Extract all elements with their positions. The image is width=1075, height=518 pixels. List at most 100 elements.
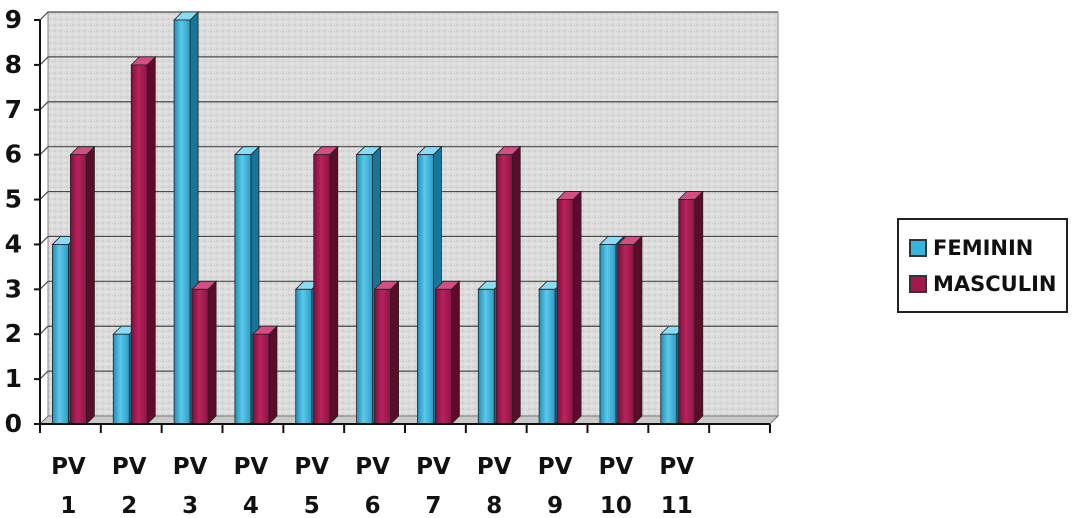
x-tick-label: PV [416, 454, 451, 480]
y-tick-label: 0 [5, 409, 22, 438]
gridline [39, 11, 778, 21]
bar-front [191, 288, 209, 425]
bar-masculin-6 [373, 280, 400, 425]
x-tick-label: PV [538, 454, 573, 480]
bar-side [451, 280, 460, 425]
x-tick-label: PV [355, 454, 390, 480]
bar-front [70, 154, 87, 425]
y-tick-label: 5 [5, 185, 22, 214]
gridline [39, 146, 778, 156]
bar-front [252, 333, 270, 425]
gridlines [39, 11, 778, 380]
y-tick-labels: 0 1 2 3 4 5 6 7 8 9 [5, 5, 22, 438]
x-tick-label: PV [112, 454, 147, 480]
y-tick-label: 9 [5, 5, 22, 34]
bar-front [130, 64, 148, 425]
bar-front [599, 244, 617, 425]
bar-masculin-11 [677, 190, 704, 425]
x-tick-label: 1 [60, 493, 76, 518]
y-tick-label: 1 [5, 364, 22, 393]
x-tick-label: PV [659, 454, 694, 480]
x-tick-label: 3 [182, 493, 198, 518]
bar-side [146, 55, 156, 425]
legend-swatch-feminin [909, 239, 927, 257]
bar-front [295, 288, 313, 425]
x-tick-label: PV [599, 454, 634, 480]
bar-masculin-10 [616, 235, 643, 425]
plot-area [38, 11, 780, 425]
x-tick-label: PV [294, 454, 329, 480]
x-tick-labels: PV 1 PV 2 PV 3 PV 4 PV 5 PV 6 PV 7 PV 8 PV 9 PV 10 PV 11 [51, 454, 694, 518]
y-tick-label: 7 [5, 95, 22, 124]
x-tick-label: 7 [425, 493, 441, 518]
bar-side [329, 145, 339, 425]
bar-front [678, 199, 696, 425]
legend: FEMININ MASCULIN [897, 218, 1068, 313]
bar-masculin-8 [495, 145, 522, 425]
bar-masculin-2 [130, 55, 157, 425]
x-tick-label: 8 [486, 493, 502, 518]
bar-masculin-7 [434, 280, 461, 425]
legend-item-masculin: MASCULIN [899, 266, 1066, 302]
bar-side [572, 190, 582, 425]
bar-front [234, 154, 252, 425]
y-tick-label: 6 [5, 140, 22, 169]
legend-label-masculin: MASCULIN [933, 272, 1057, 296]
gridline [39, 370, 778, 380]
legend-item-feminin: FEMININ [899, 230, 1066, 266]
bar-front [356, 154, 373, 425]
x-tick-label: 2 [121, 493, 137, 518]
legend-label-feminin: FEMININ [933, 236, 1034, 260]
gridline [39, 190, 778, 200]
x-tick-label: 4 [243, 493, 259, 518]
x-tick-label: 5 [304, 493, 320, 518]
gridline [39, 325, 778, 335]
bar-front [313, 154, 331, 425]
bar-front [112, 333, 130, 425]
bar-front [556, 199, 574, 425]
bar-front [374, 288, 391, 425]
gridline [39, 280, 778, 290]
bar-front [477, 288, 495, 425]
bar-side [633, 235, 643, 425]
bar-front [435, 288, 452, 425]
bar-front [495, 154, 513, 425]
x-tick-label: 6 [365, 493, 381, 518]
x-tick-label: 9 [547, 493, 563, 518]
gridline [39, 235, 778, 245]
bar-front [538, 288, 556, 425]
gridline [39, 56, 778, 66]
x-tick-label: 11 [661, 493, 693, 518]
x-tick-label: 10 [600, 493, 632, 518]
bar-front [617, 244, 635, 425]
bar-front [417, 154, 434, 425]
bar-masculin-9 [556, 190, 583, 425]
bar-masculin-3 [191, 280, 218, 425]
bar-side [268, 325, 278, 425]
legend-swatch-masculin [909, 275, 927, 293]
gridline [39, 101, 778, 111]
x-tick-label: PV [477, 454, 512, 480]
bar-side [694, 190, 704, 425]
bar-side [390, 280, 399, 425]
bar-masculin-4 [251, 325, 278, 425]
plot-background [47, 11, 779, 417]
bar-front [660, 333, 678, 425]
bar-side [86, 145, 95, 425]
bars [51, 11, 704, 425]
bar-side [207, 280, 217, 425]
y-tick-label: 4 [5, 229, 22, 258]
y-tick-label: 2 [5, 319, 22, 348]
bar-masculin-1 [69, 145, 96, 425]
bar-front [52, 244, 69, 425]
bar-feminin-4 [233, 145, 260, 425]
y-tick-label: 8 [5, 50, 22, 79]
bar-side [511, 145, 521, 425]
x-tick-label: PV [51, 454, 86, 480]
y-tick-label: 3 [5, 274, 22, 303]
bar-masculin-5 [312, 145, 339, 425]
x-tick-label: PV [173, 454, 208, 480]
x-tick-label: PV [234, 454, 269, 480]
axes [34, 19, 771, 433]
